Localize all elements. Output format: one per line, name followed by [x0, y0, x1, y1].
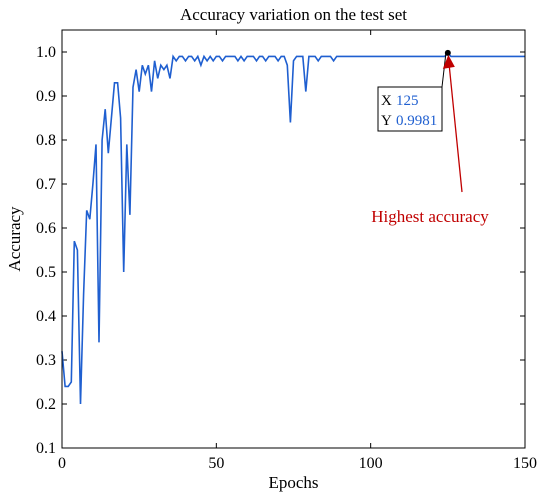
highest-accuracy-annotation: Highest accuracy — [371, 207, 489, 226]
ticks: 0 50 100 150 0.1 0.2 0.3 0.4 0.5 0.6 0.7 0.8 0.9 1.0 — [36, 30, 537, 472]
datatip-marker — [444, 49, 451, 56]
x-tick-label: 100 — [359, 455, 383, 472]
x-axis-label: Epochs — [268, 473, 318, 492]
annotation-arrowhead — [442, 54, 455, 69]
plot-area — [61, 51, 525, 405]
chart-title: Accuracy variation on the test set — [180, 5, 407, 24]
accuracy-series-line — [61, 51, 525, 405]
x-tick-label: 150 — [513, 455, 537, 472]
y-tick-label: 0.7 — [36, 176, 56, 193]
y-tick-label: 0.8 — [36, 132, 56, 149]
y-tick-label: 0.5 — [36, 264, 56, 281]
x-tick-label: 50 — [208, 455, 224, 472]
y-tick-label: 0.3 — [36, 352, 56, 369]
datatip-x-value: 125 — [396, 93, 419, 109]
datatip-y-label: Y — [381, 113, 392, 129]
y-tick-label: 0.9 — [36, 88, 56, 105]
datatip-x-label: X — [381, 93, 392, 109]
annotation-arrow-line — [448, 61, 463, 193]
y-tick-label: 0.1 — [36, 440, 56, 457]
x-tick-label: 0 — [58, 455, 66, 472]
y-tick-label: 1.0 — [36, 44, 56, 61]
datatip-y-value: 0.9981 — [396, 113, 437, 129]
y-tick-label: 0.2 — [36, 396, 56, 413]
datatip-box — [377, 86, 443, 132]
y-axis-label: Accuracy — [5, 206, 24, 272]
y-tick-label: 0.4 — [36, 308, 56, 325]
datatip-connector — [441, 53, 447, 88]
plot-frame — [61, 29, 526, 449]
y-tick-label: 0.6 — [36, 220, 56, 237]
